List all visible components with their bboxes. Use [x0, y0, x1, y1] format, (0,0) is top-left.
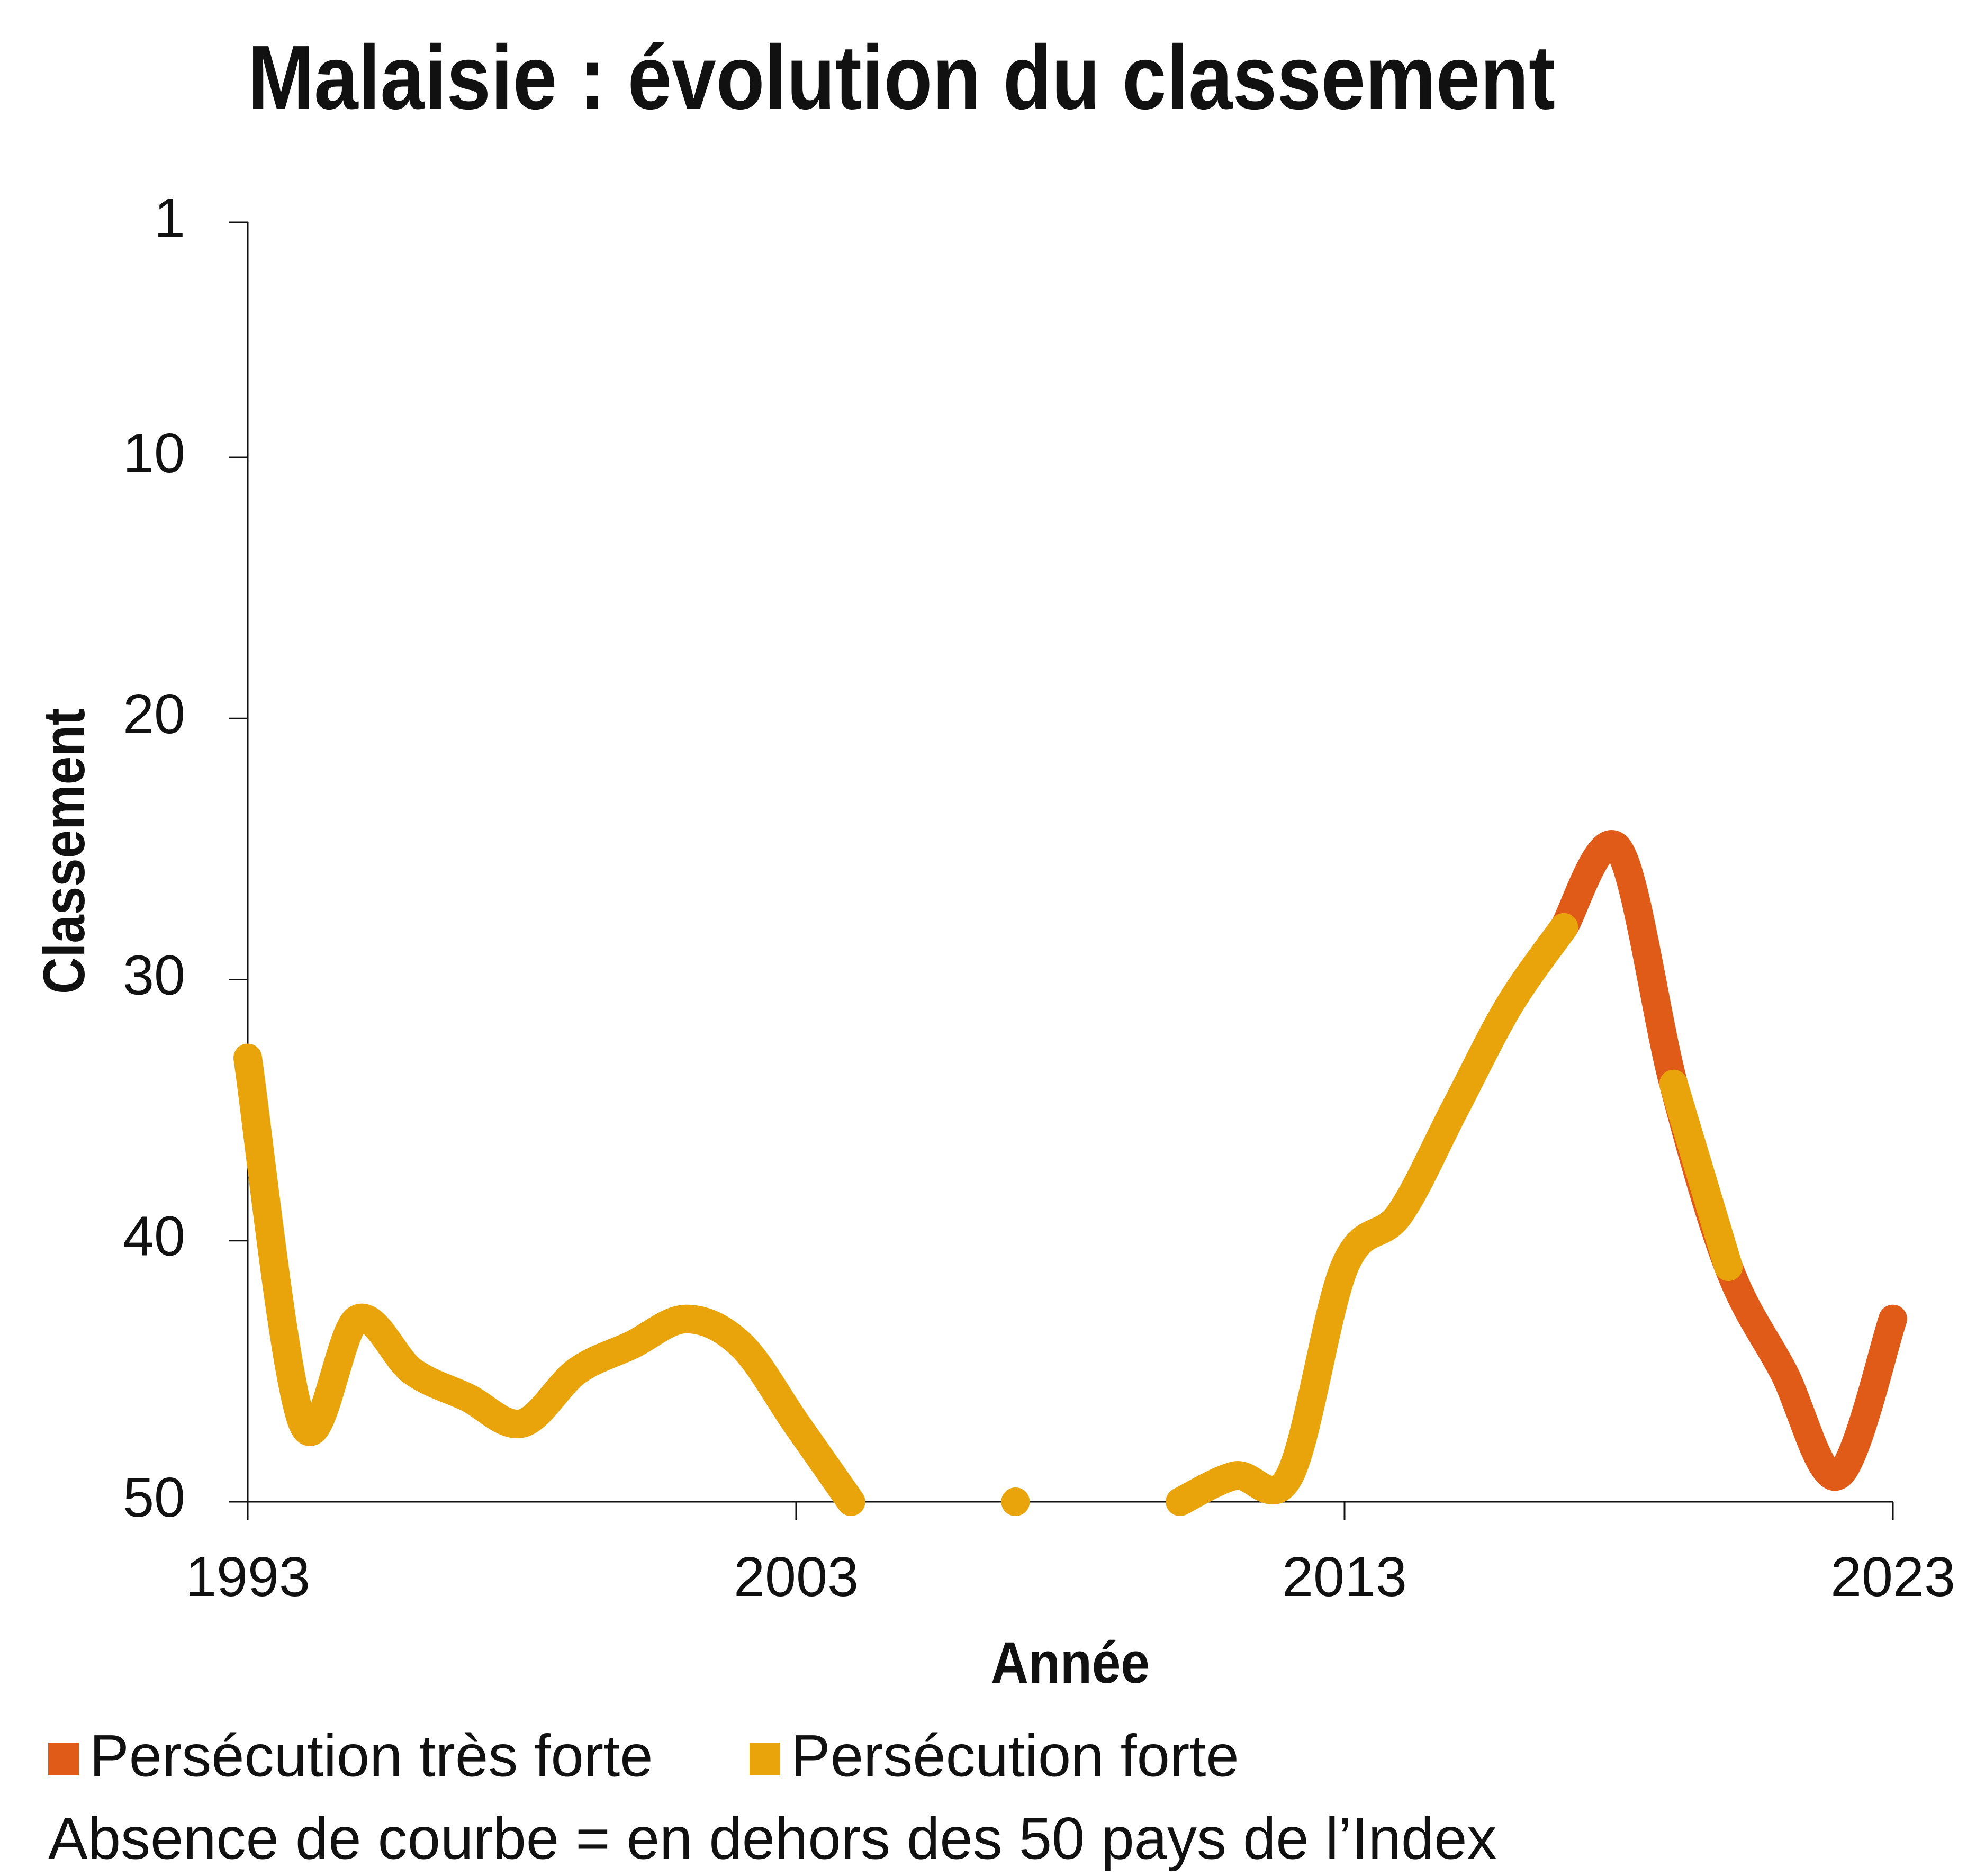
x-tick-label: 2013 [1282, 1546, 1407, 1608]
y-axis-title: Classement [32, 708, 97, 994]
chart-title: Malaisie : évolution du classement [248, 26, 1555, 128]
legend-label: Persécution très forte [89, 1723, 653, 1789]
y-tick-label: 40 [123, 1205, 185, 1268]
x-tick-label: 2023 [1830, 1546, 1955, 1608]
legend-swatch [750, 1743, 780, 1775]
y-tick-label: 30 [123, 944, 185, 1006]
legend-swatch [48, 1743, 79, 1775]
legend-label: Persécution forte [791, 1723, 1239, 1789]
y-tick-label: 10 [123, 422, 185, 484]
y-tick-label: 1 [154, 187, 185, 249]
note: Absence de courbe = en dehors des 50 pay… [48, 1806, 1497, 1872]
x-tick-label: 1993 [185, 1546, 310, 1608]
y-tick-label: 50 [123, 1466, 185, 1529]
x-tick-label: 2003 [734, 1546, 859, 1608]
line [233, 913, 1743, 1516]
y-tick-label: 20 [123, 683, 185, 745]
x-axis-title: Année [991, 1630, 1150, 1695]
